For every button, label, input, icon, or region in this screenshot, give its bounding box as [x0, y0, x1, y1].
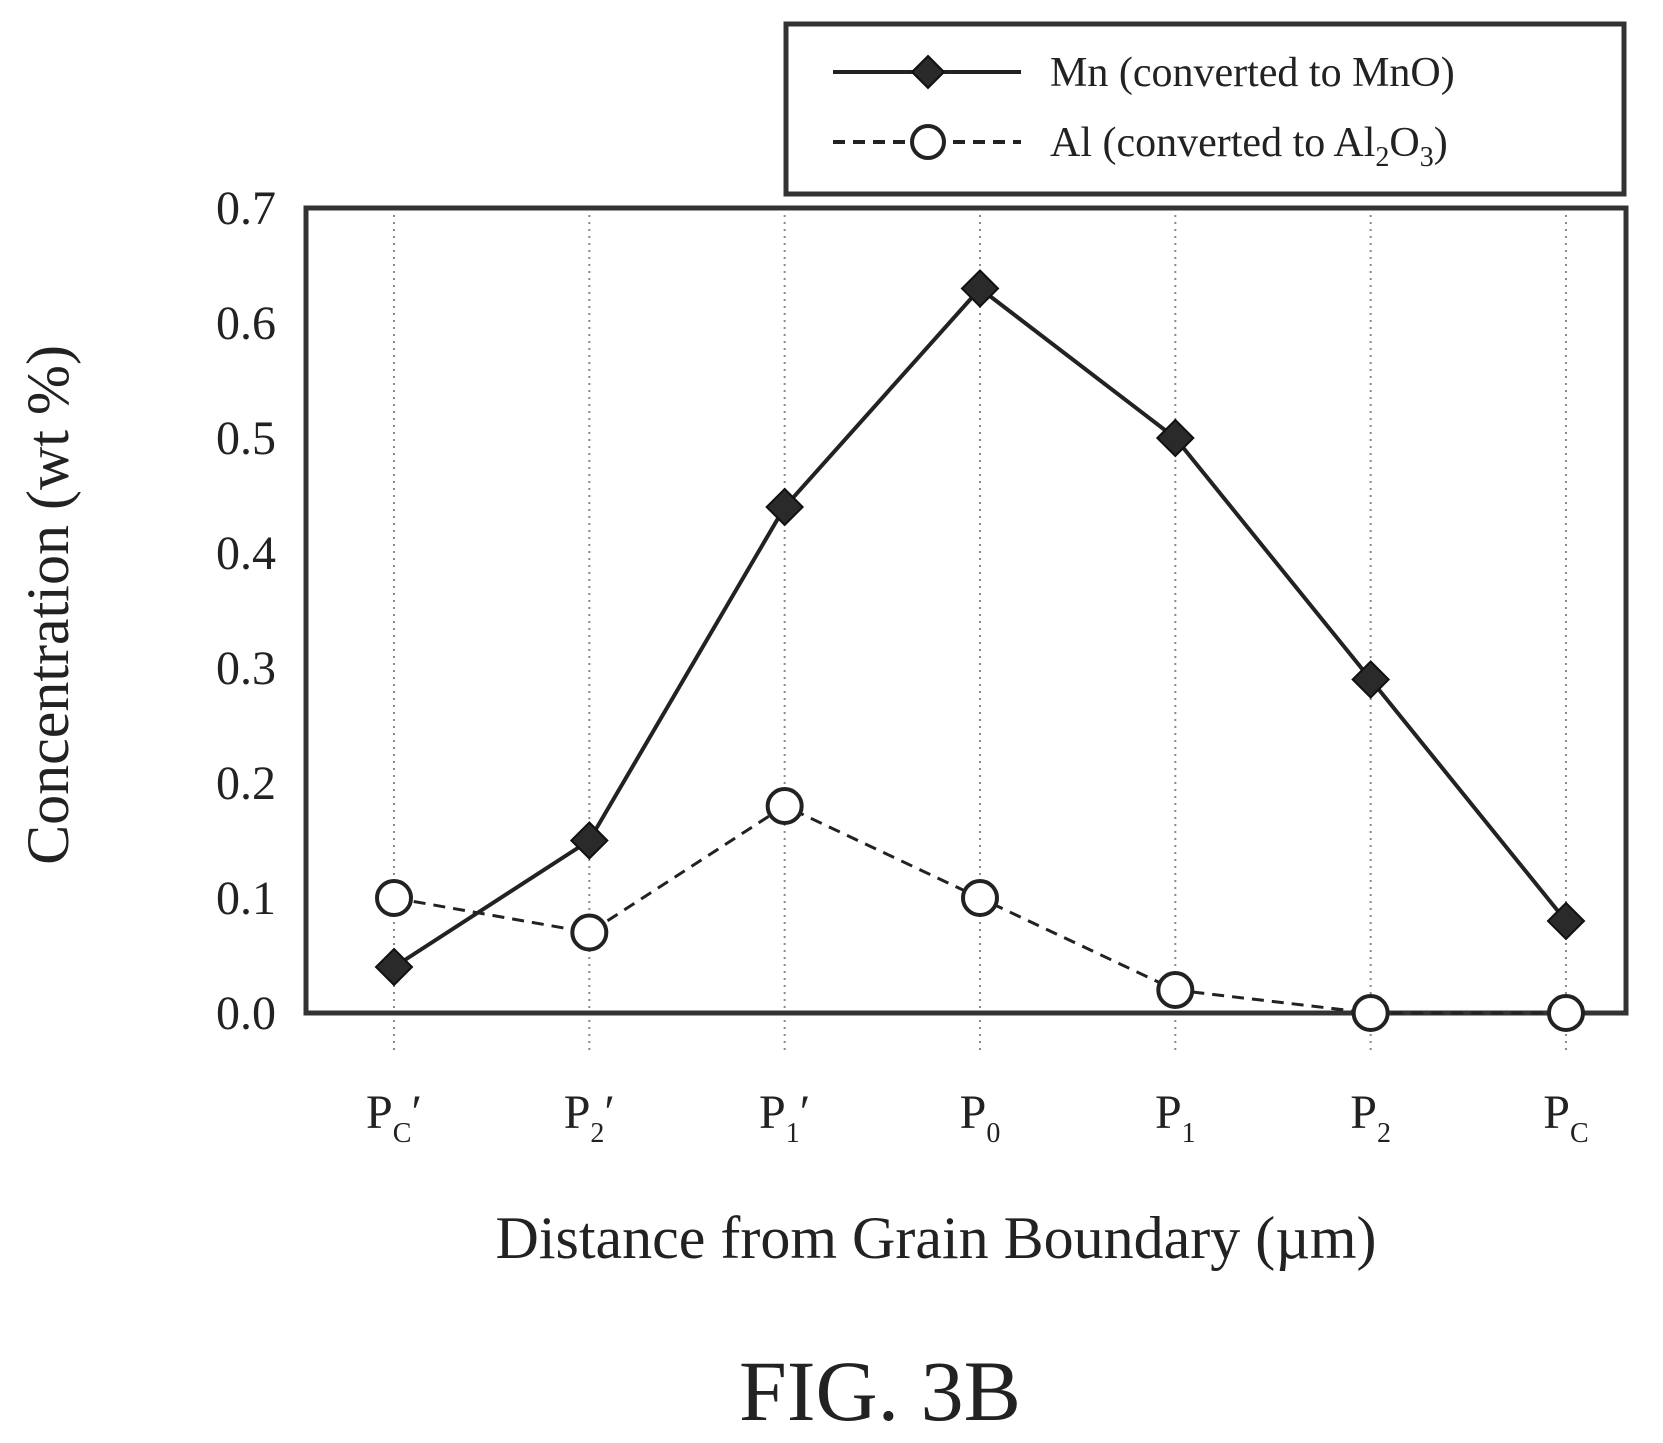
x-axis: PC′ P2′ P1′ P0 P1 P2 PC [366, 1086, 1589, 1149]
data-point-al [1156, 971, 1195, 1009]
x-tick-label-prime: ′ [604, 1086, 615, 1139]
legend-label-al-sub2: 3 [1420, 142, 1434, 173]
x-tick-label-sub: 2 [590, 1118, 604, 1149]
legend-label-al: Al (converted to Al2O3) [1050, 120, 1448, 173]
y-tick-label: 0.7 [216, 182, 276, 235]
data-point-al [960, 879, 999, 917]
legend-label-al-part1: Al (converted to Al [1050, 120, 1375, 166]
legend-label-al-part2: O [1389, 120, 1419, 166]
gridlines [393, 208, 1567, 1053]
y-tick-label: 0.5 [216, 412, 276, 465]
legend-marker-mn [910, 54, 946, 90]
data-point-mn [765, 487, 805, 527]
data-point-al [1546, 994, 1585, 1032]
x-tick-label: P1′ [759, 1086, 810, 1149]
data-point-mn [960, 269, 1000, 308]
x-tick-label-sub: C [1570, 1118, 1589, 1149]
data-point-al [570, 913, 609, 952]
legend: Mn (converted to MnO) Al (converted to A… [783, 21, 1627, 197]
legend-box [783, 21, 1627, 197]
y-axis: 0.0 0.1 0.2 0.3 0.4 0.5 0.6 0.7 [216, 182, 276, 1040]
legend-marker-al [910, 124, 946, 160]
x-tick-label-base: P [1350, 1086, 1377, 1139]
y-tick-label: 0.3 [216, 642, 276, 695]
x-tick-label-prime: ′ [800, 1086, 811, 1139]
x-tick-label-sub: 2 [1377, 1118, 1391, 1149]
data-point-mn [1351, 660, 1391, 699]
y-tick-label: 0.1 [216, 872, 276, 925]
x-tick-label-base: P [1155, 1086, 1182, 1139]
figure-caption: FIG. 3B [739, 1343, 1021, 1439]
x-tick-label-base: P [564, 1086, 591, 1139]
x-tick-label-sub: 0 [986, 1118, 1000, 1149]
x-tick-label: P0 [960, 1086, 1001, 1149]
data-point-mn [1155, 418, 1195, 458]
x-tick-label-base: P [960, 1086, 987, 1139]
legend-label-al-part3: ) [1434, 120, 1448, 166]
x-axis-label: Distance from Grain Boundary (µm) [496, 1205, 1377, 1271]
x-tick-label: P1 [1155, 1086, 1196, 1149]
x-tick-label: P2′ [564, 1086, 615, 1149]
series-layer [374, 269, 1586, 1032]
x-tick-label-sub: 1 [786, 1118, 800, 1149]
y-tick-label: 0.2 [216, 757, 276, 810]
y-axis-label: Concentration (wt %) [15, 345, 81, 865]
series-mn [374, 269, 1586, 987]
x-tick-label-prime: ′ [411, 1086, 422, 1139]
plot-background [306, 208, 1626, 1013]
legend-label-mn: Mn (converted to MnO) [1050, 50, 1455, 96]
x-tick-label-sub: 1 [1182, 1118, 1196, 1149]
data-point-al [375, 879, 413, 917]
x-tick-label: P2 [1350, 1086, 1391, 1149]
x-tick-label: PC′ [366, 1086, 422, 1149]
legend-label-al-sub1: 2 [1375, 142, 1389, 173]
data-point-al [1351, 994, 1390, 1032]
x-tick-label: PC [1543, 1086, 1588, 1149]
data-point-al [765, 787, 804, 825]
data-point-mn [569, 821, 609, 860]
x-tick-label-sub: C [393, 1118, 412, 1149]
y-tick-label: 0.0 [216, 987, 276, 1040]
x-tick-label-base: P [366, 1086, 393, 1139]
data-point-mn [374, 947, 414, 987]
y-tick-label: 0.4 [216, 527, 276, 580]
x-tick-label-base: P [1543, 1086, 1570, 1139]
series-al [375, 787, 1585, 1032]
data-point-mn [1546, 901, 1586, 941]
y-tick-label: 0.6 [216, 297, 276, 350]
x-tick-label-base: P [759, 1086, 786, 1139]
plot-frame [303, 205, 1629, 1016]
